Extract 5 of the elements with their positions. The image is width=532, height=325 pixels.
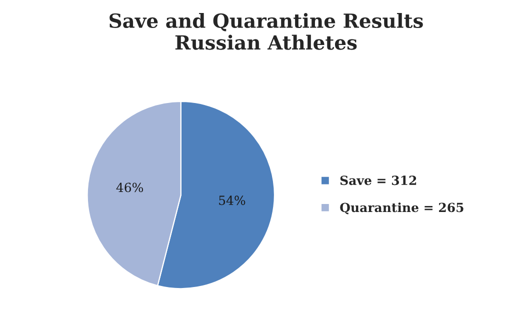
legend-label: Quarantine = 265 [340, 202, 464, 214]
data-label: 54% [219, 196, 246, 206]
chart-title: Save and Quarantine Results Russian Athletes [110, 13, 423, 50]
data-label: 46% [116, 182, 144, 192]
legend-label: Save = 312 [340, 176, 416, 186]
